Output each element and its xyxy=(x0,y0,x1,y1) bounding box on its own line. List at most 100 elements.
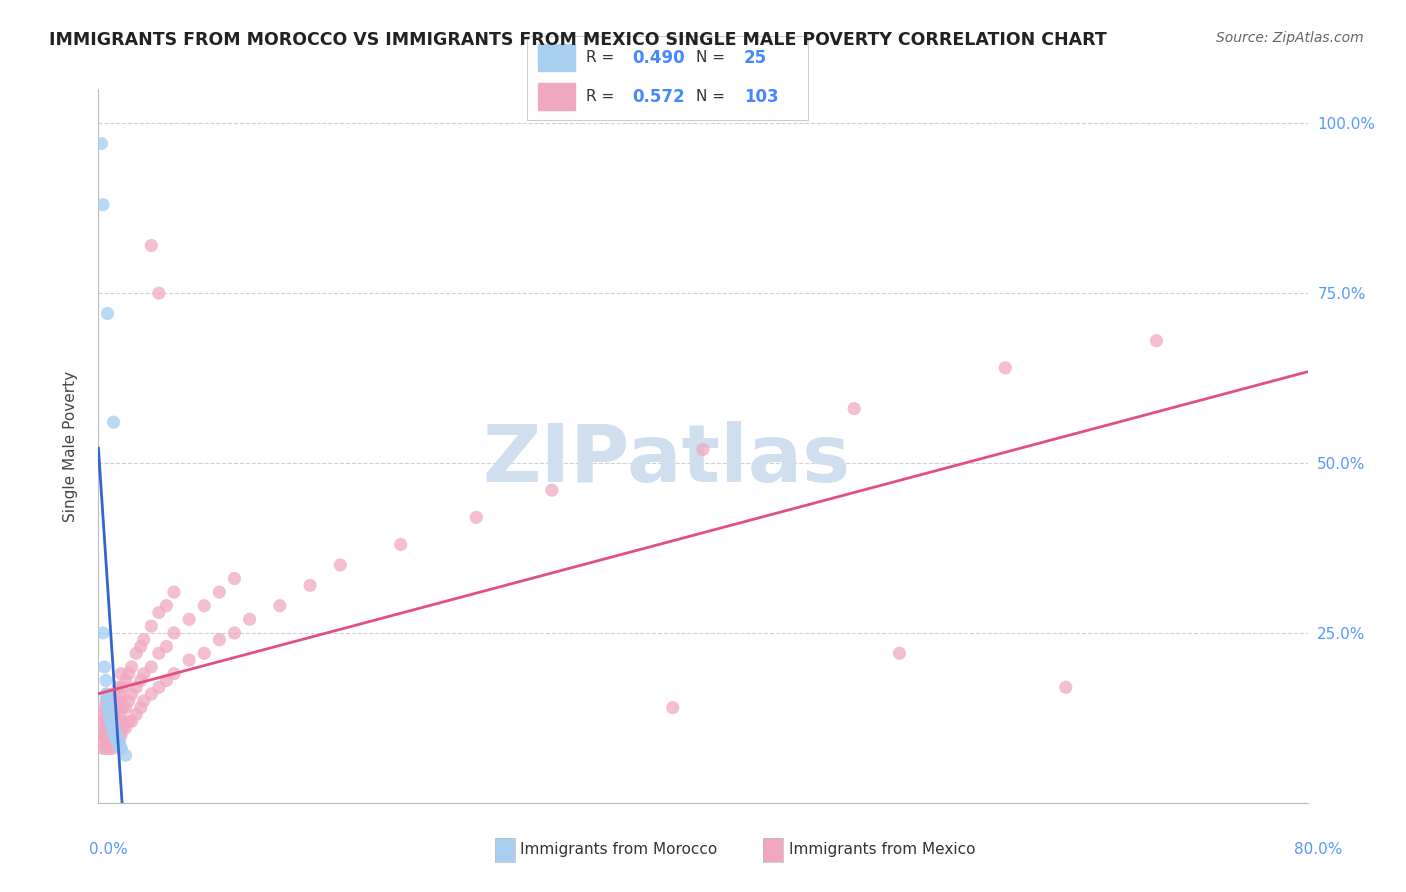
Point xyxy=(103,415,125,429)
Point xyxy=(125,680,148,694)
Text: N =: N = xyxy=(696,89,730,104)
Point xyxy=(148,606,170,620)
Point xyxy=(132,694,155,708)
Point xyxy=(465,510,488,524)
Point xyxy=(121,714,143,729)
Point xyxy=(163,585,186,599)
Point xyxy=(148,286,170,301)
Point xyxy=(661,700,683,714)
Point xyxy=(118,694,141,708)
Point xyxy=(329,558,352,572)
Point xyxy=(94,694,117,708)
Point xyxy=(96,707,118,722)
Point xyxy=(107,680,129,694)
Point xyxy=(269,599,291,613)
Point xyxy=(101,741,124,756)
Point xyxy=(118,666,141,681)
Point xyxy=(121,687,143,701)
Point xyxy=(103,707,125,722)
Point xyxy=(994,360,1017,375)
Point xyxy=(96,734,118,748)
Point xyxy=(129,640,152,654)
Point xyxy=(163,666,186,681)
Point xyxy=(110,694,132,708)
Point xyxy=(94,728,117,742)
Point xyxy=(114,721,136,735)
Point xyxy=(98,741,121,756)
Point xyxy=(103,734,125,748)
Point xyxy=(132,666,155,681)
Point xyxy=(93,734,115,748)
Point xyxy=(129,700,152,714)
Bar xyxy=(538,83,575,111)
Point xyxy=(103,687,125,701)
Point xyxy=(129,673,152,688)
Point xyxy=(239,612,262,626)
Point xyxy=(108,734,131,748)
Point xyxy=(108,707,131,722)
Point xyxy=(105,694,128,708)
Point xyxy=(96,700,118,714)
Point xyxy=(107,734,129,748)
Point xyxy=(100,700,122,714)
Point xyxy=(101,707,124,722)
Point xyxy=(98,728,121,742)
Point xyxy=(148,680,170,694)
Point xyxy=(100,721,122,735)
Point xyxy=(96,721,118,735)
Point xyxy=(105,728,128,742)
Point xyxy=(125,646,148,660)
Point xyxy=(100,714,122,729)
Point xyxy=(110,741,132,756)
Text: 80.0%: 80.0% xyxy=(1295,842,1343,856)
Text: Immigrants from Morocco: Immigrants from Morocco xyxy=(520,842,717,856)
Text: 0.572: 0.572 xyxy=(633,87,685,105)
Y-axis label: Single Male Poverty: Single Male Poverty xyxy=(63,370,77,522)
Point xyxy=(110,728,132,742)
Point xyxy=(107,721,129,735)
Point xyxy=(118,714,141,729)
Point xyxy=(155,673,177,688)
Point xyxy=(105,728,128,742)
Point xyxy=(111,700,134,714)
Point xyxy=(148,646,170,660)
Point xyxy=(141,660,163,674)
Point xyxy=(98,714,121,729)
Text: R =: R = xyxy=(586,50,620,65)
Text: Immigrants from Mexico: Immigrants from Mexico xyxy=(789,842,976,856)
Point xyxy=(121,660,143,674)
Point xyxy=(179,653,201,667)
Point xyxy=(91,198,114,212)
Point xyxy=(163,626,186,640)
Point xyxy=(96,306,118,320)
Point xyxy=(104,700,127,714)
Point xyxy=(91,741,114,756)
Point xyxy=(105,714,128,729)
Point xyxy=(103,721,125,735)
Point xyxy=(389,537,412,551)
Point xyxy=(141,687,163,701)
Point xyxy=(98,700,121,714)
Point xyxy=(114,748,136,763)
Point xyxy=(94,714,117,729)
Point xyxy=(125,707,148,722)
Point xyxy=(90,728,112,742)
Point xyxy=(208,632,231,647)
Text: 0.0%: 0.0% xyxy=(89,842,128,856)
Point xyxy=(101,728,124,742)
Point xyxy=(94,741,117,756)
Point xyxy=(108,687,131,701)
Point xyxy=(155,640,177,654)
Point xyxy=(193,599,215,613)
Point xyxy=(110,666,132,681)
Text: ZIPatlas: ZIPatlas xyxy=(482,421,851,500)
Point xyxy=(110,714,132,729)
Point xyxy=(98,694,121,708)
Point xyxy=(105,734,128,748)
Text: N =: N = xyxy=(696,50,730,65)
Point xyxy=(155,599,177,613)
Point xyxy=(91,626,114,640)
Point xyxy=(208,585,231,599)
Point xyxy=(1054,680,1077,694)
Point xyxy=(101,721,124,735)
